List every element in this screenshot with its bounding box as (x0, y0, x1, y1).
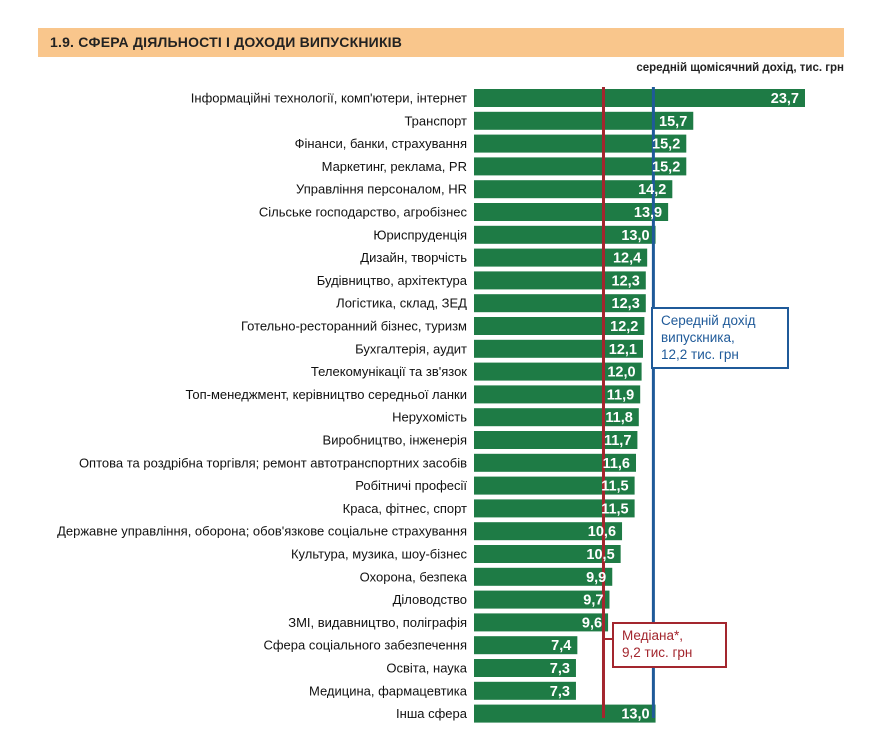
bar (474, 613, 609, 632)
value-label: 9,7 (583, 593, 603, 609)
bar (474, 567, 613, 586)
category-label: ЗМІ, видавництво, поліграфія (288, 615, 467, 630)
bar (474, 339, 643, 358)
value-label: 7,3 (550, 684, 570, 700)
category-label: Діловодство (393, 592, 467, 607)
bar (474, 362, 642, 381)
category-label: Логістика, склад, ЗЕД (336, 296, 467, 311)
category-label: Державне управління, оборона; обов'язков… (57, 524, 467, 539)
category-label: Телекомунікації та зв'язок (311, 364, 467, 379)
mean-annotation-line3: 12,2 тис. грн (661, 347, 739, 362)
category-label: Фінанси, банки, страхування (295, 136, 467, 151)
bar (474, 431, 638, 449)
value-label: 11,5 (601, 479, 628, 495)
category-label: Юриспруденція (373, 227, 467, 242)
bar (474, 681, 576, 700)
bar (474, 499, 635, 518)
chart-title: 1.9. СФЕРА ДІЯЛЬНОСТІ І ДОХОДИ ВИПУСКНИК… (50, 34, 403, 50)
category-label: Оптова та роздрібна торгівля; ремонт авт… (79, 455, 467, 470)
category-label: Будівництво, архітектура (317, 273, 468, 288)
category-label: Нерухомість (392, 410, 467, 425)
bar (474, 476, 635, 495)
category-label: Краса, фітнес, спорт (343, 501, 467, 516)
bar (474, 522, 623, 541)
bar (474, 203, 669, 221)
bar (474, 590, 610, 609)
value-label: 13,9 (634, 205, 662, 221)
category-label: Маркетинг, реклама, PR (322, 159, 467, 174)
category-label: Сфера соціального забезпечення (263, 638, 467, 653)
value-label: 15,2 (652, 137, 680, 153)
value-label: 11,9 (607, 387, 634, 403)
category-label: Інша сфера (396, 706, 468, 721)
value-label: 11,6 (603, 456, 630, 472)
bar (474, 157, 687, 176)
bar (474, 111, 694, 130)
category-label: Топ-менеджмент, керівництво середньої ла… (185, 387, 467, 402)
mean-annotation-line2: випускника, (661, 330, 735, 345)
value-label: 15,2 (652, 159, 680, 175)
value-label: 7,3 (550, 661, 570, 677)
category-label: Управління персоналом, HR (296, 182, 467, 197)
value-label: 9,9 (586, 570, 606, 586)
value-label: 12,2 (610, 319, 638, 335)
category-label: Готельно-ресторанний бізнес, туризм (241, 319, 467, 334)
median-annotation-line2: 9,2 тис. грн (622, 645, 693, 660)
bar (474, 704, 656, 723)
category-label: Дизайн, творчість (360, 250, 467, 265)
chart-header-bar: 1.9. СФЕРА ДІЯЛЬНОСТІ І ДОХОДИ ВИПУСКНИК… (38, 28, 844, 57)
bar (474, 317, 645, 335)
value-label: 12,3 (612, 273, 640, 289)
value-label: 12,0 (607, 365, 635, 381)
value-label: 12,1 (609, 342, 637, 358)
value-label: 9,6 (582, 615, 602, 631)
category-labels-group: Інформаційні технології, комп'ютери, інт… (57, 91, 468, 722)
value-label: 13,0 (621, 228, 649, 244)
bar (474, 453, 637, 472)
value-label: 13,0 (621, 707, 649, 723)
value-label: 15,7 (659, 114, 687, 130)
median-annotation-line1: Медіана*, (622, 628, 683, 643)
value-label: 23,7 (771, 91, 799, 107)
category-label: Медицина, фармацевтика (309, 683, 468, 698)
value-label: 10,6 (588, 524, 616, 540)
bar (474, 636, 578, 655)
value-label: 7,4 (551, 638, 571, 654)
reference-lines-group (601, 87, 655, 718)
bar (474, 225, 656, 244)
value-label: 10,5 (586, 547, 614, 563)
category-label: Виробництво, інженерія (323, 433, 467, 448)
category-label: Освіта, наука (386, 661, 467, 676)
value-labels-group: 23,7 15,7 15,2 15,2 14,2 13,9 13,0 12,4 12,3 12,3… (550, 91, 799, 723)
mean-annotation-box: Середній дохід випускника, 12,2 тис. грн (651, 307, 789, 369)
bar (474, 408, 639, 427)
category-label: Робітничі професії (355, 478, 467, 493)
category-label: Охорона, безпека (360, 569, 468, 584)
category-label: Інформаційні технології, комп'ютери, інт… (191, 91, 467, 106)
bar (474, 89, 805, 107)
chart-unit-label: середній щомісячний дохід, тис. грн (636, 62, 844, 74)
category-label: Сільське господарство, агробізнес (259, 205, 468, 220)
value-label: 11,7 (604, 433, 631, 449)
bar (474, 180, 673, 199)
value-label: 11,5 (601, 501, 628, 517)
median-annotation-box: Медіана*, 9,2 тис. грн (612, 622, 727, 668)
value-label: 14,2 (638, 182, 666, 198)
category-label: Транспорт (404, 113, 467, 128)
value-label: 12,3 (612, 296, 640, 312)
bar (474, 385, 641, 404)
bar (474, 659, 576, 677)
category-label: Культура, музика, шоу-бізнес (291, 547, 468, 562)
value-label: 11,8 (605, 410, 632, 426)
bar (474, 134, 687, 153)
value-label: 12,4 (613, 251, 641, 267)
bar (474, 545, 621, 563)
mean-annotation-line1: Середній дохід (661, 313, 756, 328)
category-label: Бухгалтерія, аудит (355, 341, 467, 356)
